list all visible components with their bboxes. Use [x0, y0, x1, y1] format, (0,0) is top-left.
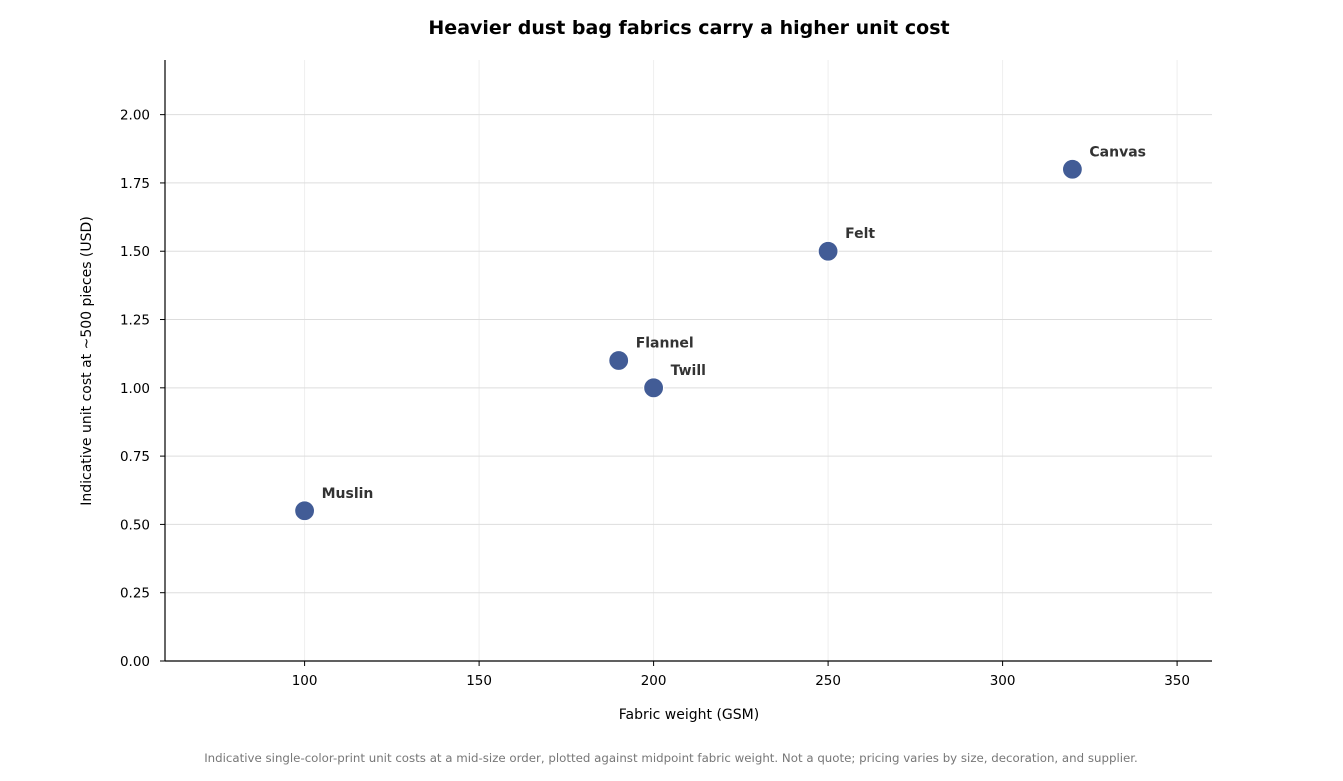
axes: [164, 60, 1212, 662]
point-label: Twill: [671, 363, 706, 379]
x-axis-label: Fabric weight (GSM): [619, 707, 759, 723]
footnote: Indicative single-color-print unit costs…: [204, 751, 1138, 765]
y-tick-label: 0.25: [120, 586, 150, 602]
y-tick-label: 1.00: [120, 381, 150, 397]
y-tick-label: 1.50: [120, 244, 150, 260]
x-tick-label: 150: [466, 673, 492, 689]
y-tick-label: 0.75: [120, 449, 150, 465]
data-point: [294, 500, 316, 522]
point-label: Flannel: [636, 336, 694, 352]
y-tick-label: 0.00: [120, 654, 150, 670]
y-tick-label: 0.50: [120, 517, 150, 533]
x-tick-label: 350: [1164, 673, 1190, 689]
y-tick-label: 1.75: [120, 176, 150, 192]
chart-title: Heavier dust bag fabrics carry a higher …: [428, 17, 949, 39]
x-tick-label: 200: [641, 673, 667, 689]
y-tick-label: 1.25: [120, 313, 150, 329]
point-labels: Muslin Flannel Twill Felt Canvas: [322, 144, 1146, 501]
gridlines: [165, 60, 1212, 662]
x-tick-label: 300: [990, 673, 1016, 689]
data-point: [642, 377, 665, 399]
point-label: Muslin: [322, 486, 374, 502]
tick-labels: 100 150 200 250 300 350 0.00 0.25 0.50 0.75 1.00 1.…: [120, 108, 1190, 689]
x-tick-label: 100: [292, 673, 318, 689]
data-point: [608, 349, 630, 372]
point-label: Canvas: [1089, 144, 1146, 160]
point-label: Felt: [845, 226, 875, 242]
data-point: [817, 240, 839, 262]
data-point: [1061, 158, 1084, 180]
data-points: [294, 158, 1084, 522]
y-tick-label: 2.00: [120, 108, 150, 124]
y-axis-label: Indicative unit cost at ~500 pieces (USD…: [79, 216, 95, 506]
x-tick-label: 250: [815, 673, 841, 689]
